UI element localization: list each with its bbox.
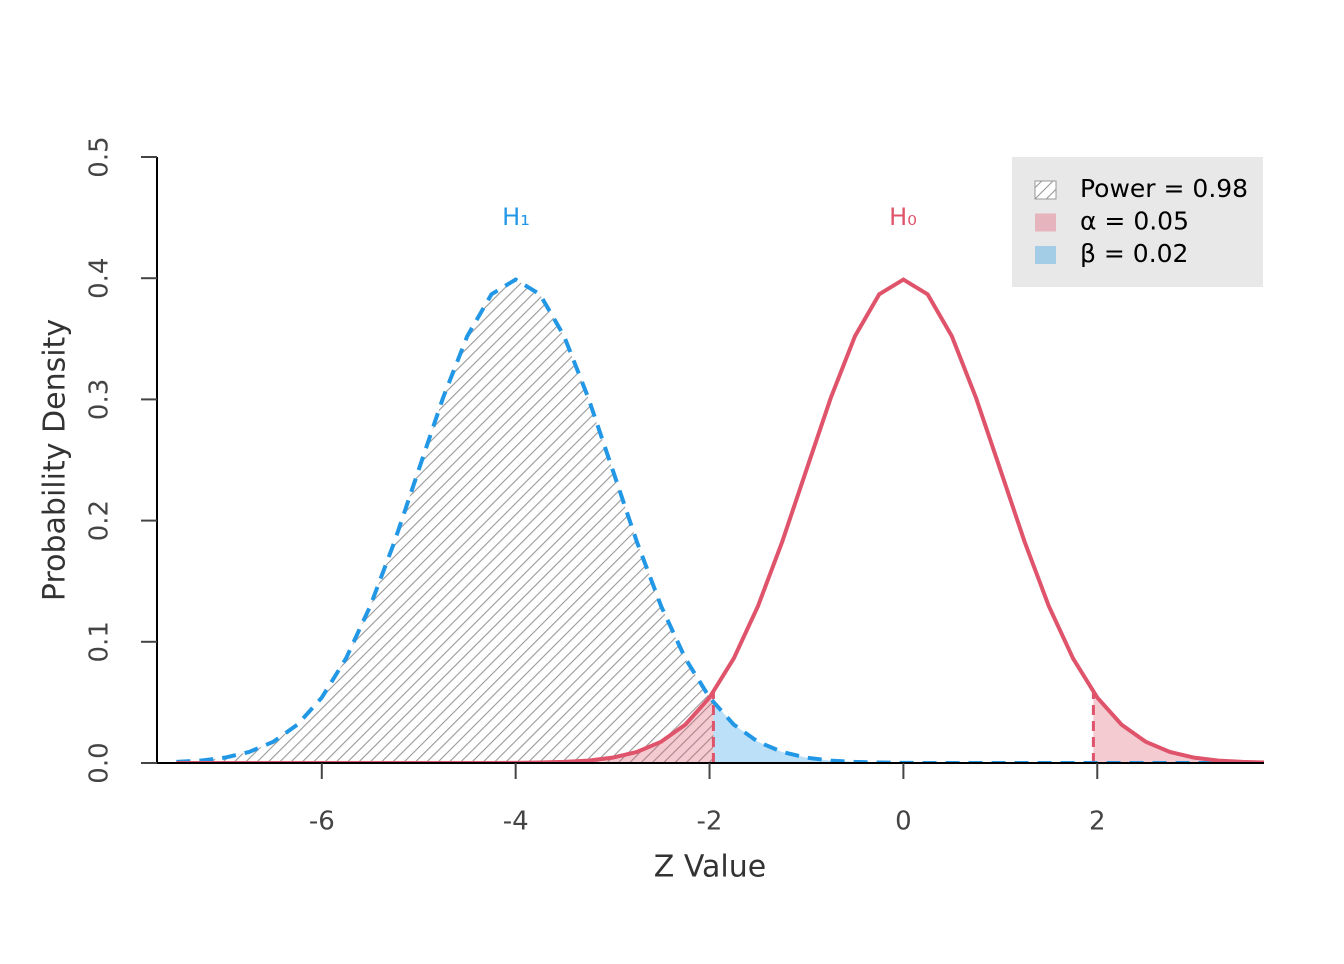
y-tick-label: 0.5 — [85, 136, 115, 177]
x-axis-label: Z Value — [654, 850, 766, 885]
y-tick-label: 0.0 — [85, 742, 115, 783]
beta-area — [713, 701, 1264, 763]
x-tick-label: -2 — [697, 807, 723, 837]
y-tick-label: 0.2 — [85, 500, 115, 541]
legend-label: α = 0.05 — [1080, 207, 1189, 236]
legend-swatch — [1035, 213, 1056, 232]
x-tick-label: 0 — [895, 807, 912, 837]
x-tick-label: -6 — [309, 807, 335, 837]
y-axis-label: Probability Density — [38, 319, 73, 601]
legend-label: β = 0.02 — [1080, 239, 1188, 268]
curve-label: H₀ — [889, 203, 917, 231]
density-curve — [176, 277, 1264, 763]
legend-swatch — [1035, 246, 1056, 264]
density-curve — [176, 277, 1264, 763]
power-area — [176, 279, 714, 763]
x-tick-label: -4 — [503, 807, 529, 837]
y-tick-label: 0.3 — [85, 379, 115, 420]
legend-box — [1012, 157, 1263, 287]
legend-swatch — [1034, 180, 1057, 200]
y-tick-label: 0.1 — [85, 621, 115, 662]
y-tick-label: 0.4 — [85, 258, 115, 299]
legend-label: Power = 0.98 — [1080, 174, 1248, 203]
curve-label: H₁ — [502, 203, 530, 231]
plot-area — [176, 277, 1264, 763]
x-tick-label: 2 — [1089, 807, 1106, 837]
